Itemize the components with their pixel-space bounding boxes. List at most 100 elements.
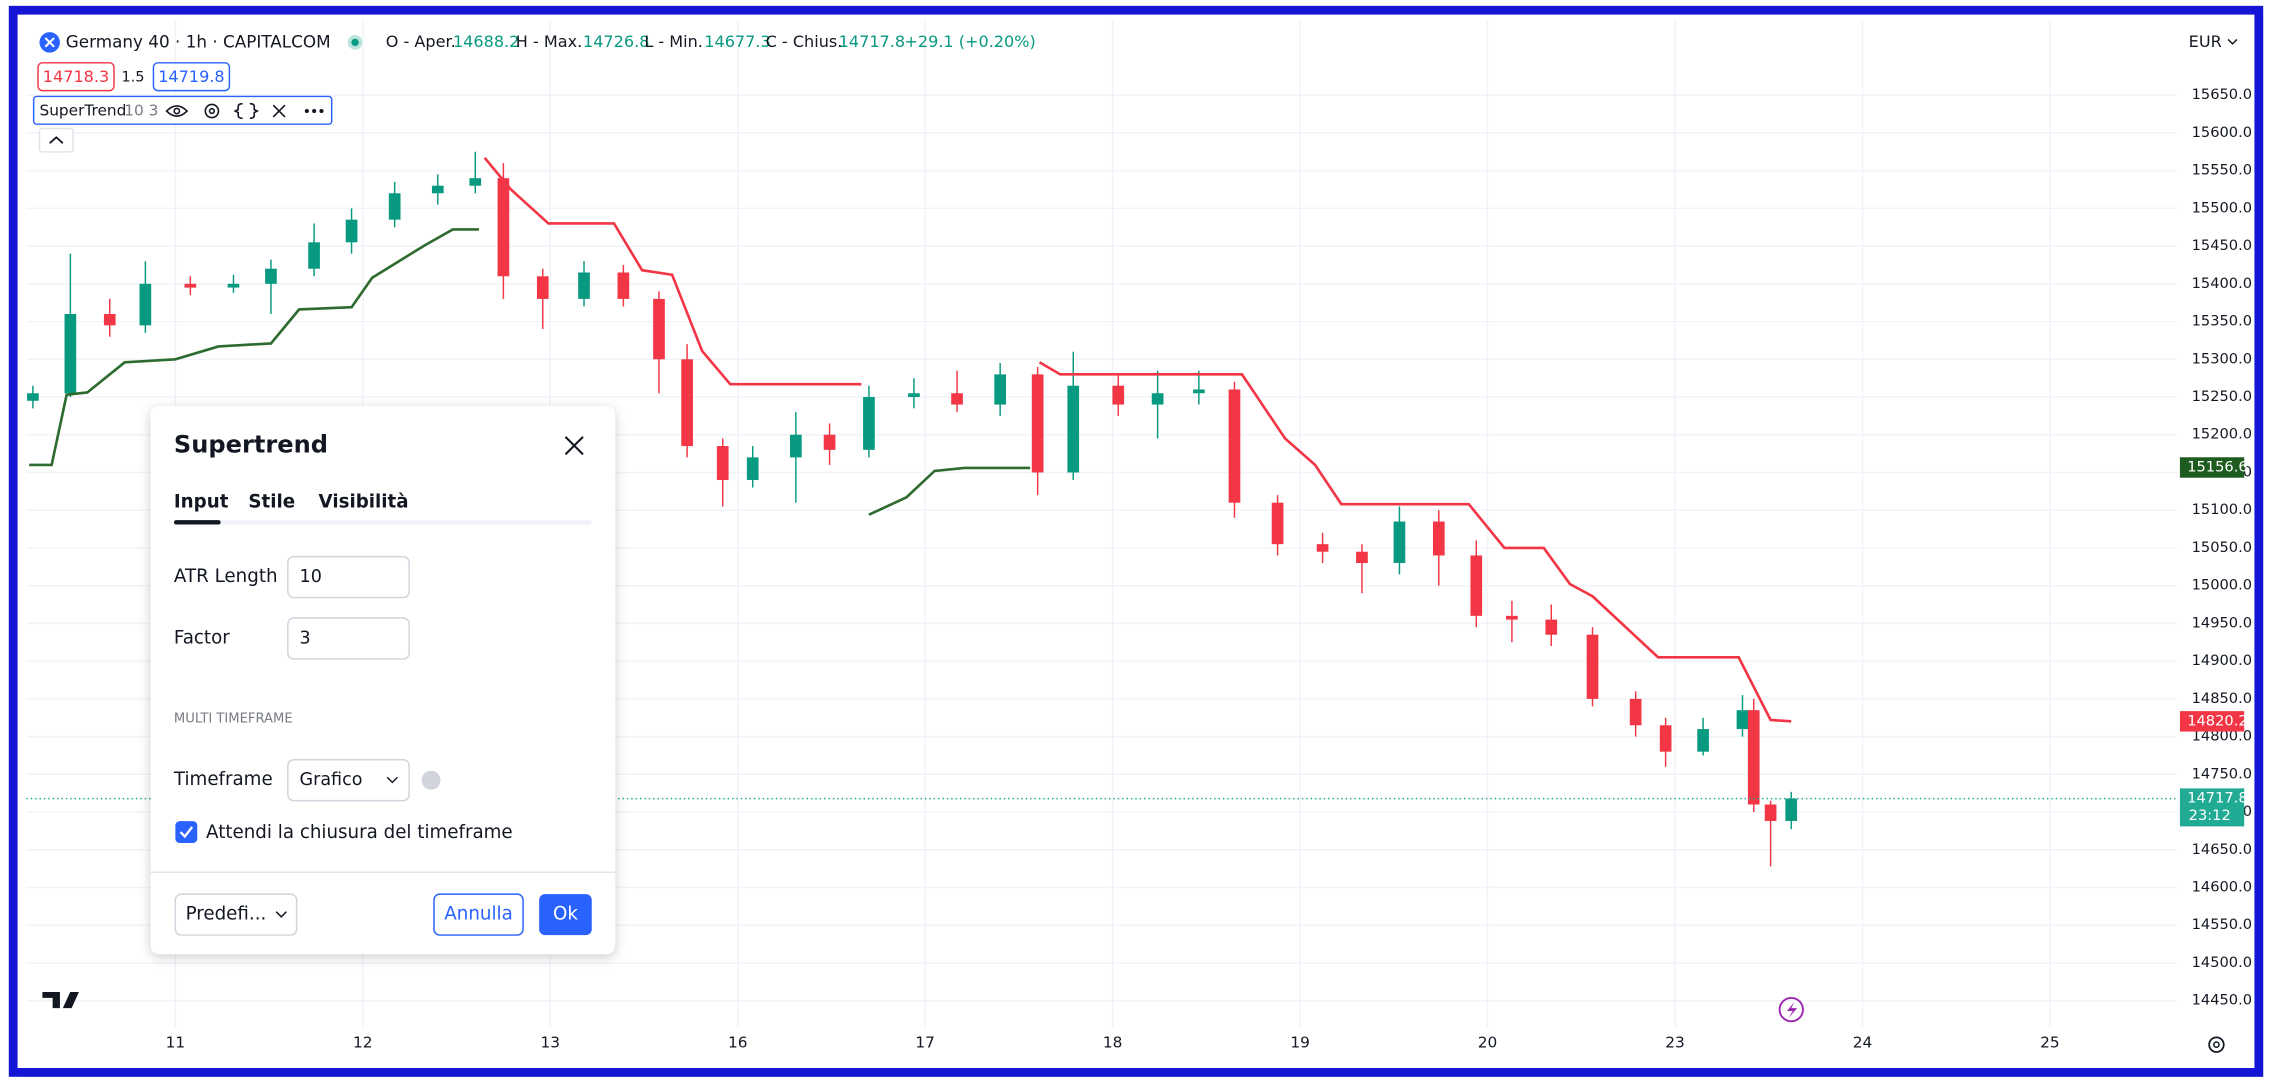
field-value: 3 [300, 628, 311, 648]
ok-button[interactable] [539, 894, 592, 936]
candle-body [951, 393, 963, 405]
dialog-panel [150, 406, 616, 955]
change: +29.1 (+0.20%) [904, 32, 1035, 51]
price-badge [2179, 711, 2245, 732]
candle-body [823, 434, 836, 450]
candle-body [1316, 544, 1329, 552]
checkmark [179, 826, 194, 839]
checkbox[interactable] [175, 821, 198, 844]
x-tick-label: 17 [915, 1034, 935, 1052]
select-chevron [386, 776, 398, 784]
candle-body [1659, 725, 1672, 752]
logo-glyph [44, 37, 55, 48]
candle-body [1031, 374, 1044, 473]
field-label: Factor [174, 627, 230, 648]
candle-body [1228, 389, 1241, 503]
ohlc-value: 14726.8 [583, 32, 649, 51]
candle-body [1747, 710, 1760, 805]
field-input[interactable] [287, 617, 410, 660]
candle-body [653, 298, 665, 360]
status-dot [351, 38, 359, 47]
preset-chevron [275, 911, 287, 918]
candle-body [431, 185, 444, 194]
candle-body [1629, 698, 1642, 726]
help-icon[interactable] [421, 770, 441, 790]
tab[interactable]: Input [174, 492, 229, 513]
source-icon[interactable] [233, 102, 259, 120]
sell-price: 14718.3 [43, 67, 109, 86]
candle-body [1736, 710, 1749, 730]
eye-icon[interactable] [165, 105, 189, 117]
candle-body [388, 193, 401, 220]
cancel-label: Annulla [444, 904, 513, 925]
cancel-button[interactable] [433, 893, 524, 936]
y-tick-label: 15450.0 [2192, 237, 2252, 254]
x-tick-label: 11 [166, 1034, 186, 1052]
y-tick-label: 15350.0 [2192, 313, 2252, 330]
tab-track [173, 520, 592, 525]
buy-button[interactable] [152, 62, 231, 92]
y-tick-label: 15100.0 [2192, 501, 2252, 518]
brand-logo[interactable] [42, 992, 79, 1009]
y-tick-label: 15000.0 [2192, 577, 2252, 594]
price-badge [2179, 788, 2245, 827]
x-tick-label: 23 [1665, 1034, 1685, 1052]
indicator-params: 10 3 [124, 102, 158, 120]
preset-label: Predefi... [186, 904, 267, 925]
remove-icon[interactable] [272, 104, 286, 118]
timeframe-select[interactable] [287, 759, 410, 802]
tab[interactable]: Stile [248, 492, 295, 513]
x-tick-label: 18 [1103, 1034, 1123, 1052]
candle-body [265, 268, 277, 284]
candle-body [184, 283, 197, 288]
axes: 14450.014500.014550.014600.014650.014700… [166, 86, 2252, 1052]
dialog-title: Supertrend [174, 431, 328, 459]
candle-body [139, 283, 152, 326]
axis-settings-hub [2213, 1041, 2220, 1049]
more-icon[interactable] [304, 108, 324, 114]
dot [319, 108, 324, 114]
alert-icon[interactable] [1778, 996, 1804, 1023]
price-badge-label: 14717.8 [2187, 790, 2247, 807]
field-input[interactable] [287, 555, 410, 599]
ohlc-value: 14677.3 [704, 32, 770, 51]
tab[interactable]: Visibilità [319, 492, 409, 513]
y-tick-label: 15300.0 [2192, 350, 2252, 367]
y-tick-label: 14750.0 [2192, 765, 2252, 782]
symbol[interactable]: Germany 40 · 1h · CAPITALCOM [66, 31, 331, 51]
indicator-name: SuperTrend [39, 102, 126, 120]
candle-body [308, 242, 320, 269]
y-tick-label: 15600.0 [2192, 124, 2252, 141]
preset-select[interactable] [174, 893, 298, 936]
spread: 1.5 [121, 68, 144, 85]
candle-body [1356, 551, 1368, 564]
collapse-button[interactable] [38, 127, 74, 153]
candle-body [1193, 389, 1205, 394]
candle-body [227, 283, 240, 288]
settings-dialog: Supertrend Input Stile Visibilità ATR Le… [150, 406, 616, 955]
close-button[interactable] [564, 436, 584, 456]
ohlc-value: 14717.8 [839, 32, 905, 51]
x-tick-label: 25 [2040, 1034, 2060, 1052]
checkbox-label: Attendi la chiusura del timeframe [206, 822, 513, 843]
settings-icon[interactable] [204, 103, 220, 119]
field-label: Timeframe [173, 769, 273, 790]
dot [304, 108, 309, 114]
y-tick-label: 14800.0 [2192, 728, 2252, 745]
field-label: ATR Length [174, 566, 278, 587]
candle-body [1112, 385, 1125, 405]
sell-button[interactable] [37, 62, 115, 92]
axis-settings-icon[interactable] [2208, 1036, 2225, 1053]
currency[interactable]: EUR [2189, 32, 2222, 51]
plot [26, 151, 2177, 867]
tab-indicator [173, 520, 221, 525]
settings-hub [208, 107, 216, 115]
y-tick-label: 15050.0 [2192, 539, 2252, 556]
indicator-legend[interactable] [32, 95, 333, 125]
ohlc-label: H - Max. [516, 32, 582, 51]
y-tick-label: 14450.0 [2192, 992, 2252, 1009]
candle-body [1785, 798, 1798, 821]
candle-body [1545, 619, 1558, 635]
